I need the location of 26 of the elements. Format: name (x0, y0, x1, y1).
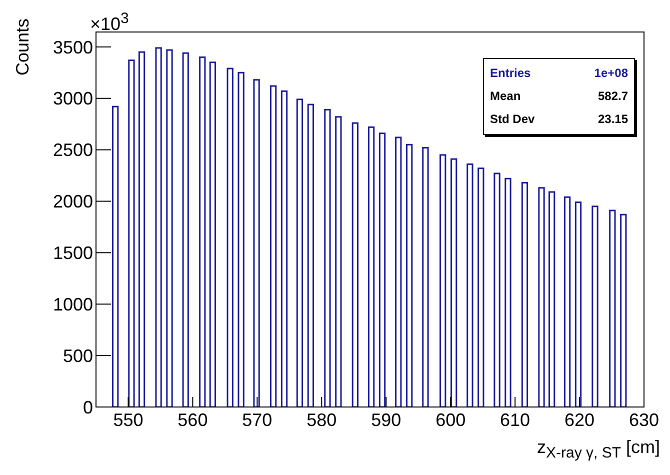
x-tick-label: 600 (436, 410, 466, 430)
y-tick-label: 3500 (52, 37, 93, 58)
annotation: 582.7 (598, 88, 628, 105)
annotation: 1e+08 (594, 65, 628, 82)
y-tick-label: 0 (82, 397, 93, 418)
y-tick-label: 2500 (52, 140, 93, 160)
annotation: Std Dev (490, 111, 535, 128)
x-tick-label: 590 (371, 410, 402, 430)
x-tick-label: 610 (500, 410, 530, 430)
y-tick-label: 1500 (52, 243, 93, 264)
x-tick-label: 550 (113, 410, 144, 430)
y-tick-label: 1000 (52, 294, 93, 315)
y-axis-title: Counts (12, 18, 34, 78)
y-tick-label: 500 (62, 346, 93, 366)
x-axis-title: z$_{X-ray γ, ST}$ [cm] (536, 437, 660, 462)
y-tick-label: 3000 (52, 88, 93, 109)
annotation: 23.15 (598, 111, 628, 128)
annotation: Mean (490, 88, 521, 105)
x-tick-label: 560 (178, 410, 208, 430)
annotation: Entries (490, 65, 531, 82)
x-tick-label: 570 (242, 410, 272, 430)
x-tick-label: 580 (306, 410, 337, 430)
annotation: ×10$^{3}$ (90, 10, 129, 35)
y-tick-label: 2000 (52, 192, 93, 212)
x-tick-label: 620 (564, 410, 595, 430)
x-tick-label: 630 (628, 410, 660, 430)
